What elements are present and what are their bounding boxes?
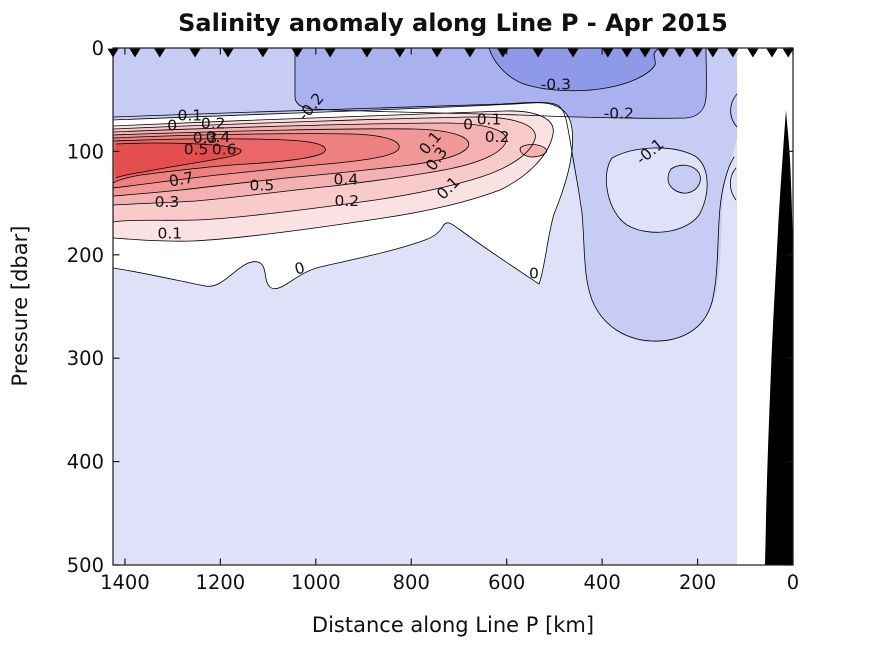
contour-label: 0 <box>167 117 177 135</box>
x-tick-label: 600 <box>488 571 525 594</box>
station-triangle-icon <box>129 48 141 58</box>
contour-0 <box>113 102 573 290</box>
station-triangle-icon <box>727 48 739 58</box>
contour-label: 0.1 <box>477 111 502 129</box>
contour-labels: 0.10 0.20.30.40.5 0.60.7 0.5 0.40.3 0.20.1-0.… <box>155 75 668 282</box>
station-triangle-icon <box>691 48 703 58</box>
station-triangle-icon <box>674 48 686 58</box>
contour-03-eye <box>519 144 548 158</box>
contour-label: 0.2 <box>485 128 510 146</box>
contour-m01 <box>113 101 735 342</box>
contour-label: -0.3 <box>541 75 571 93</box>
station-triangle-icon <box>154 48 166 58</box>
station-triangle-icon <box>464 48 476 58</box>
axis-ticks <box>113 47 794 566</box>
contour-m02 <box>294 48 707 119</box>
tick-labels: 1400 1200 1000 800 600 400 200 0 0 100 200 300 400 50… <box>67 37 799 594</box>
station-triangle-icon <box>431 48 443 58</box>
contour-m01-blob <box>605 147 708 233</box>
x-tick-label: 200 <box>679 571 716 594</box>
contour-label: 0.5 <box>250 177 275 195</box>
station-triangle-icon <box>189 48 201 58</box>
station-triangle-icon <box>602 48 614 58</box>
y-tick-label: 200 <box>67 244 104 267</box>
contour-label: 0 <box>293 259 307 279</box>
contour-edge-wiggle-1 <box>730 93 738 128</box>
y-tick-label: 0 <box>92 37 104 60</box>
contour-label: 0.7 <box>168 169 195 191</box>
x-tick-label: 1400 <box>100 571 150 594</box>
contour-label: 0.4 <box>206 128 231 146</box>
plot-border <box>112 47 794 566</box>
band-neg-below-m03 <box>489 48 659 91</box>
contour-01 <box>113 110 554 242</box>
contour-label: 0.6 <box>212 141 237 159</box>
station-triangle-icon <box>657 48 669 58</box>
band-pos-03-04-eye <box>520 144 547 157</box>
x-tick-label: 1200 <box>196 571 246 594</box>
x-tick-label: 800 <box>393 571 430 594</box>
contour-label: 0.2 <box>334 192 359 210</box>
contour-label: 0.1 <box>177 106 202 124</box>
chart-title: Salinity anomaly along Line P - Apr 2015 <box>178 9 728 37</box>
station-triangle-icon <box>621 48 633 58</box>
contour-label: 0.5 <box>184 141 209 159</box>
contour-label: 0.3 <box>193 129 218 147</box>
contour-label: 0 <box>529 265 539 283</box>
contour-label: 0.4 <box>334 170 359 188</box>
contour-m03 <box>488 48 659 92</box>
contour-label: 0.3 <box>155 193 180 211</box>
x-tick-label: 1000 <box>291 571 341 594</box>
x-tick-label: 400 <box>584 571 621 594</box>
station-triangle-icon <box>497 48 509 58</box>
station-triangle-icon <box>257 48 269 58</box>
station-triangle-icon <box>782 48 794 58</box>
station-triangle-icon <box>107 48 119 58</box>
x-axis-label: Distance along Line P [km] <box>312 613 594 637</box>
y-tick-label: 500 <box>67 554 104 577</box>
contour-fill-bands: 0.10 0.20.30.40.5 0.60.7 0.5 0.40.3 0.20.1-0.… <box>113 48 793 565</box>
station-triangle-icon <box>324 48 336 58</box>
contour-05 <box>113 133 400 189</box>
contour-06 <box>113 138 326 184</box>
y-tick-label: 100 <box>67 140 104 163</box>
station-triangle-icon <box>707 48 719 58</box>
station-triangle-icon <box>532 48 544 58</box>
contour-label: 0.1 <box>157 224 182 242</box>
station-markers <box>107 48 794 58</box>
contour-label: 0 <box>463 116 473 134</box>
y-axis-label: Pressure [dbar] <box>8 226 32 387</box>
station-triangle-icon <box>766 48 778 58</box>
contour-02 <box>113 116 536 223</box>
x-tick-label: 0 <box>787 571 799 594</box>
band-pos-above-07 <box>114 143 242 178</box>
station-triangle-icon <box>639 48 651 58</box>
station-triangle-icon <box>361 48 373 58</box>
y-tick-label: 300 <box>67 347 104 370</box>
station-triangle-icon <box>291 48 303 58</box>
bathymetry-wedge <box>765 110 793 565</box>
contour-03 <box>113 122 507 206</box>
band-neg-m01-m02 <box>113 48 737 343</box>
contour-label: -0.2 <box>604 104 634 122</box>
contour-label: 0.2 <box>201 115 226 133</box>
contour-07 <box>115 142 242 179</box>
contour-edge-wiggle-2 <box>729 167 737 201</box>
station-triangle-icon <box>567 48 579 58</box>
band-neg-m01-m02-spot <box>668 165 701 194</box>
contour-lines <box>113 48 738 342</box>
station-triangle-icon <box>747 48 759 58</box>
contour-04 <box>113 128 470 197</box>
station-triangle-icon <box>394 48 406 58</box>
station-triangle-icon <box>222 48 234 58</box>
contour-m01-spot <box>667 164 701 194</box>
y-tick-label: 400 <box>67 451 104 474</box>
